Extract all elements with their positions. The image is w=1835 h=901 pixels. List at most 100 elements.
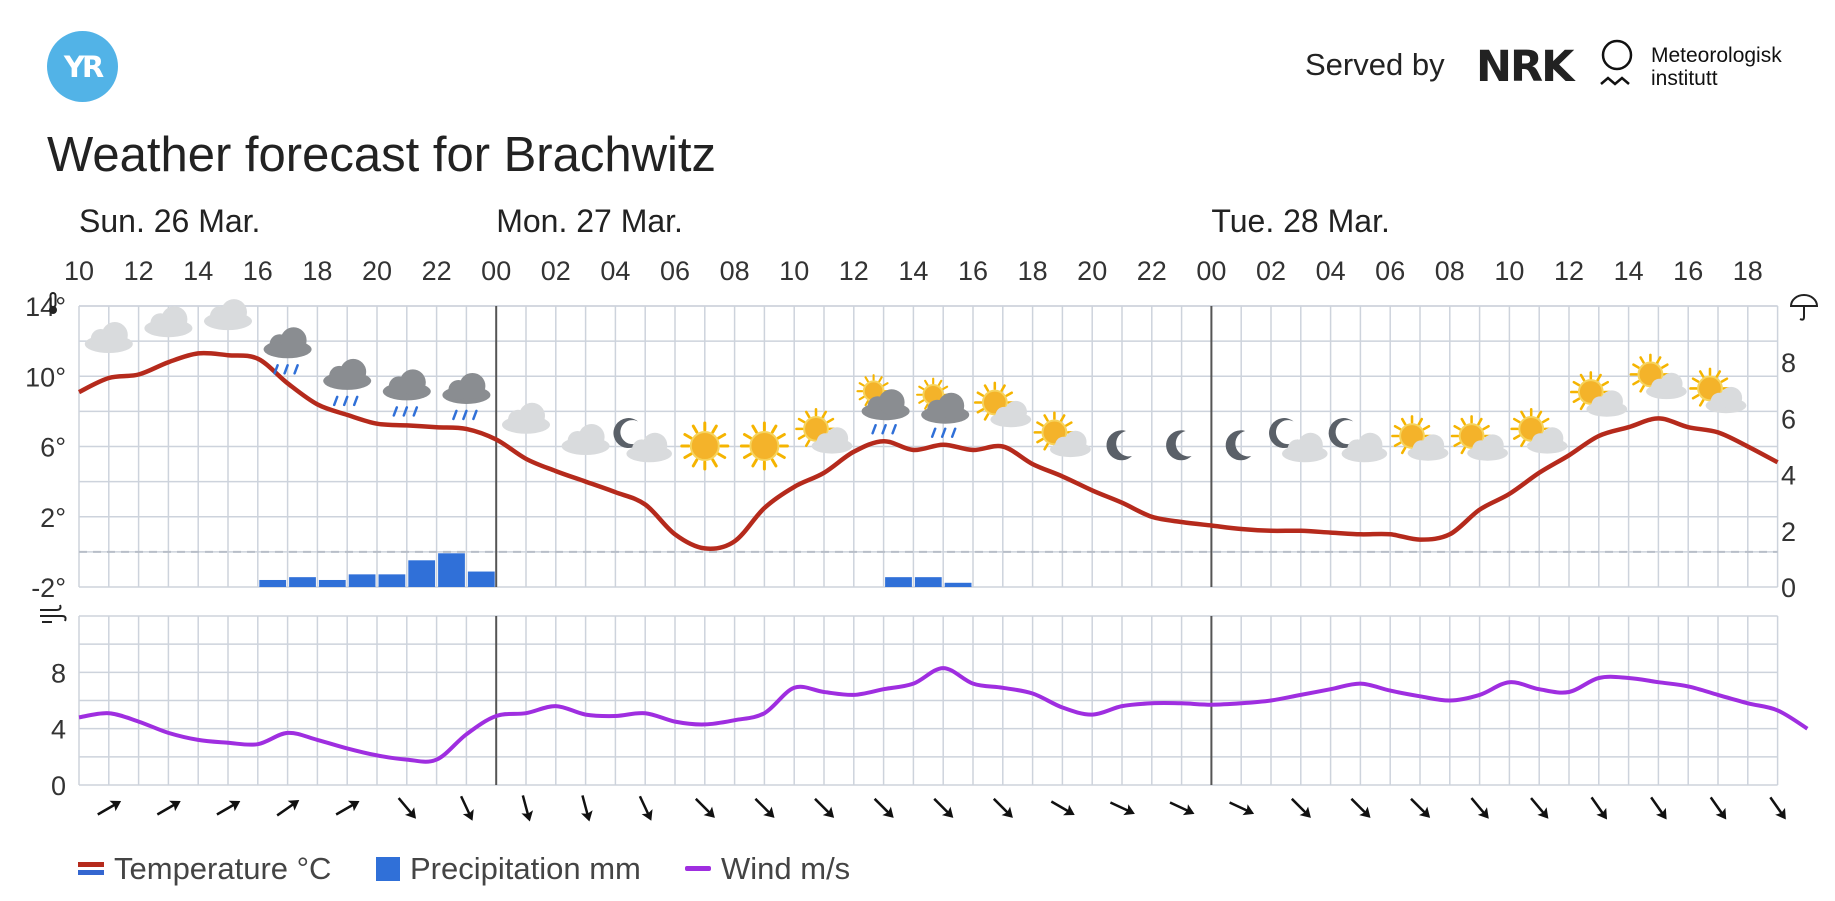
hour-tick-label: 12 [839,256,869,286]
sun-rain-cloud-icon [916,377,970,438]
hour-tick-label: 22 [422,256,452,286]
wind-arrow-icon [276,799,300,817]
precipitation-swatch [376,857,400,881]
hour-tick-label: 10 [779,256,809,286]
wind-arrow-icon [873,797,894,818]
temperature-tick-label: 6° [40,433,66,463]
wind-arrow-icon [581,795,593,822]
hour-tick-label: 02 [1256,256,1286,286]
met-line-1: Meteorologisk [1651,44,1782,67]
chart-axes: Sun. 26 Mar. Mon. 27 Mar. Tue. 28 Mar. 10 12… [25,203,1819,801]
hour-tick-label: 16 [1673,256,1703,286]
precipitation-tick-label: 2 [1781,517,1796,547]
wind-arrow-icon [397,797,416,819]
yr-logo[interactable]: YR [47,31,118,102]
hour-tick-label: 06 [1375,256,1405,286]
thermometer-icon [49,292,57,314]
wind-tick-label: 8 [51,658,66,688]
legend-temperature-label: Temperature °C [114,851,332,886]
hour-tick-label: 14 [898,256,928,286]
moon-icon [1106,430,1132,461]
moon-cloud-icon [1269,418,1328,463]
wind-arrow-icon [335,800,360,816]
wind-arrow-icon [156,800,181,816]
legend-temperature: Temperature °C [78,851,331,887]
wind-arrow-icon [1169,801,1195,816]
hour-tick-label: 16 [958,256,988,286]
met-institute-icon [1600,39,1633,86]
served-by-label: Served by [1305,47,1445,82]
sun-cloud-icon [1629,353,1687,400]
wind-swatch [685,866,711,871]
wind-arrow-icon [933,797,954,818]
hour-tick-label: 14 [1614,256,1644,286]
legend-wind-label: Wind m/s [721,851,851,886]
hour-tick-label: 12 [1554,256,1584,286]
wind-arrow-icon [1410,797,1431,818]
hour-tick-label: 18 [1733,256,1763,286]
hour-tick-label: 20 [1077,256,1107,286]
hour-tick-label: 00 [481,256,511,286]
wind-arrow-icon [1229,801,1255,816]
wind-direction-arrows [97,795,1786,822]
cloud-icon [204,299,252,331]
cloud-icon [502,402,550,434]
met-institute-logo[interactable]: Meteorologisk institutt [1651,44,1782,90]
precipitation-bar [914,577,942,587]
temperature-line [77,350,1779,551]
wind-arrow-icon [1290,797,1311,818]
cloud-icon [561,424,610,455]
sun-cloud-icon [1391,415,1449,461]
precipitation-bar [289,577,316,587]
sun-icon [680,421,730,471]
hour-tick-label: 08 [720,256,750,286]
wind-arrow-icon [216,800,241,816]
wind-line [78,666,1809,764]
sun-cloud-icon [1689,367,1747,414]
wind-arrow-icon [1470,797,1489,819]
wind-series [78,666,1809,764]
hour-tick-label: 10 [64,256,94,286]
wind-arrow-icon [1769,796,1786,820]
cloud-icon [144,306,193,338]
wind-arrow-icon [521,795,534,822]
hour-tick-label: 08 [1435,256,1465,286]
sun-cloud-icon [1033,411,1091,458]
nrk-logo[interactable]: NRK [1476,42,1574,92]
hour-tick-label: 12 [124,256,154,286]
sun-icon [739,421,789,471]
temperature-series [77,350,1779,551]
hour-tick-label: 04 [600,256,630,286]
precipitation-bars [259,553,972,587]
sun-cloud-icon [1569,371,1628,417]
wind-arrow-icon [1650,796,1667,820]
wind-arrow-icon [1590,796,1608,820]
precipitation-bar [408,560,436,587]
hour-tick-label: 04 [1316,256,1346,286]
hour-tick-label: 02 [541,256,571,286]
wind-icon [40,604,67,623]
wind-arrow-icon [1709,796,1727,820]
wind-arrow-icon [992,797,1013,818]
moon-icon [1166,430,1192,461]
precipitation-tick-label: 0 [1781,573,1796,603]
sun-cloud-icon [1510,408,1568,454]
wind-arrow-icon [459,795,474,821]
moon-icon [1225,430,1252,461]
hour-tick-label: 20 [362,256,392,286]
wind-tick-label: 4 [51,715,66,745]
page-title: Weather forecast for Brachwitz [47,128,717,182]
wind-arrow-icon [1350,797,1371,818]
precipitation-tick-label: 8 [1781,348,1796,378]
precipitation-tick-label: 4 [1781,461,1796,491]
moon-cloud-icon [613,418,672,463]
hour-tick-label: 16 [243,256,273,286]
wind-arrow-icon [638,795,653,821]
hour-tick-label: 22 [1137,256,1167,286]
moon-cloud-icon [1328,418,1388,463]
weather-symbols [84,299,1747,471]
hour-tick-label: 18 [302,256,332,286]
sun-cloud-icon [973,381,1032,428]
precipitation-bar [467,571,495,587]
met-line-2: institutt [1651,67,1718,90]
